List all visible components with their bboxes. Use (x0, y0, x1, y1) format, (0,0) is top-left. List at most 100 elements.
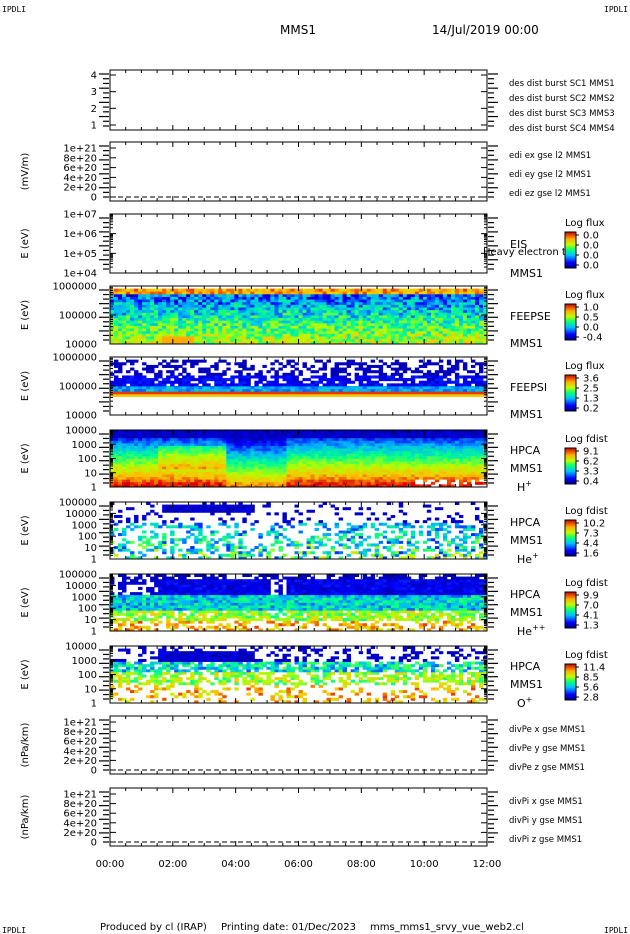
heatmap-cell (118, 341, 123, 345)
heatmap-cell (346, 393, 352, 397)
heatmap-cell (118, 479, 123, 483)
heatmap-cell (366, 458, 372, 462)
heatmap-cell (326, 338, 331, 342)
heatmap-cell (158, 461, 163, 465)
heatmap-cell (294, 315, 299, 319)
heatmap-cell (346, 288, 352, 292)
heatmap-cell (322, 468, 327, 472)
heatmap-cell (266, 479, 271, 483)
heatmap-cell (266, 317, 271, 321)
heatmap-cell (202, 474, 207, 478)
heatmap-cell (334, 455, 340, 459)
heatmap-cell (182, 391, 187, 395)
heatmap-cell (350, 461, 356, 465)
heatmap-cell (254, 453, 259, 457)
heatmap-cell (378, 370, 384, 374)
heatmap-cell (170, 435, 175, 439)
heatmap-cell (474, 380, 480, 384)
heatmap-cell (134, 301, 139, 305)
heatmap-cell (434, 372, 440, 376)
heatmap-cell (350, 338, 356, 342)
heatmap-cell (362, 307, 368, 311)
heatmap-cell (258, 484, 263, 488)
heatmap-cell (262, 448, 267, 452)
heatmap-cell (126, 432, 131, 436)
heatmap-cell (446, 325, 452, 329)
heatmap-cell (170, 453, 175, 457)
heatmap-cell (470, 325, 476, 329)
heatmap-cell (290, 450, 295, 454)
heatmap-cell (250, 471, 255, 475)
heatmap-cell (426, 380, 432, 384)
heatmap-cell (302, 378, 307, 382)
heatmap-cell (210, 474, 215, 478)
heatmap-cell (442, 293, 448, 297)
colorbar-tick-label: 3.6 (583, 374, 599, 385)
heatmap-cell (398, 362, 404, 366)
heatmap-cell (414, 333, 420, 337)
heatmap-cell (386, 317, 392, 321)
heatmap-cell (162, 378, 167, 382)
heatmap-cell (210, 299, 215, 303)
heatmap-cell (326, 309, 331, 313)
heatmap-cell (330, 450, 335, 454)
heatmap-cell (354, 391, 360, 395)
heatmap-cell (174, 432, 179, 436)
heatmap-cell (342, 307, 348, 311)
heatmap-cell (318, 453, 323, 457)
heatmap-cell (218, 386, 223, 390)
heatmap-cell (198, 476, 203, 480)
heatmap-cell (162, 333, 167, 337)
heatmap-cell (238, 380, 243, 384)
heatmap-cell (370, 359, 376, 363)
heatmap-cell (306, 445, 311, 449)
heatmap-cell (134, 430, 139, 433)
heatmap-cell (166, 304, 171, 308)
heatmap-cell (346, 378, 352, 382)
heatmap-cell (130, 320, 135, 324)
heatmap-cell (294, 378, 299, 382)
heatmap-cell (298, 320, 303, 324)
heatmap-cell (282, 307, 287, 311)
heatmap-cell (206, 455, 211, 459)
heatmap-cell (298, 393, 303, 397)
heatmap-cell (150, 315, 155, 319)
heatmap-cell (266, 330, 271, 334)
heatmap-cell (130, 322, 135, 326)
heatmap-cell (378, 466, 384, 470)
heatmap-cell (142, 293, 147, 297)
panel-right-ticks (99, 217, 498, 270)
heatmap-cell (378, 445, 384, 449)
heatmap-cell (214, 372, 219, 376)
heatmap-cell (306, 317, 311, 321)
heatmap-cell (118, 330, 123, 334)
heatmap-cell (334, 317, 340, 321)
heatmap-cell (230, 322, 235, 326)
heatmap-cell (126, 317, 131, 321)
heatmap-cell (306, 442, 311, 446)
heatmap-cell (214, 312, 219, 316)
heatmap-cell (134, 293, 139, 297)
heatmap-cell (390, 309, 396, 313)
heatmap-cell (190, 322, 195, 326)
heatmap-cell (118, 362, 123, 366)
heatmap-cell (154, 391, 159, 395)
heatmap-cell (262, 466, 267, 470)
heatmap-cell (330, 330, 335, 334)
heatmap-cell (326, 336, 331, 340)
heatmap-cell (158, 380, 163, 384)
heatmap-cell (406, 383, 412, 387)
heatmap-cell (306, 309, 311, 313)
heatmap-cell (450, 312, 456, 316)
heatmap-cell (130, 383, 135, 387)
heatmap-cell (426, 383, 432, 387)
heatmap-cell (122, 309, 127, 313)
heatmap-cell (182, 450, 187, 454)
heatmap-cell (238, 338, 243, 342)
heatmap-cell (246, 484, 251, 488)
heatmap-cell (142, 458, 147, 462)
heatmap-cell (306, 291, 311, 295)
heatmap-cell (254, 393, 259, 397)
heatmap-cell (202, 479, 207, 483)
heatmap-cell (202, 393, 207, 397)
